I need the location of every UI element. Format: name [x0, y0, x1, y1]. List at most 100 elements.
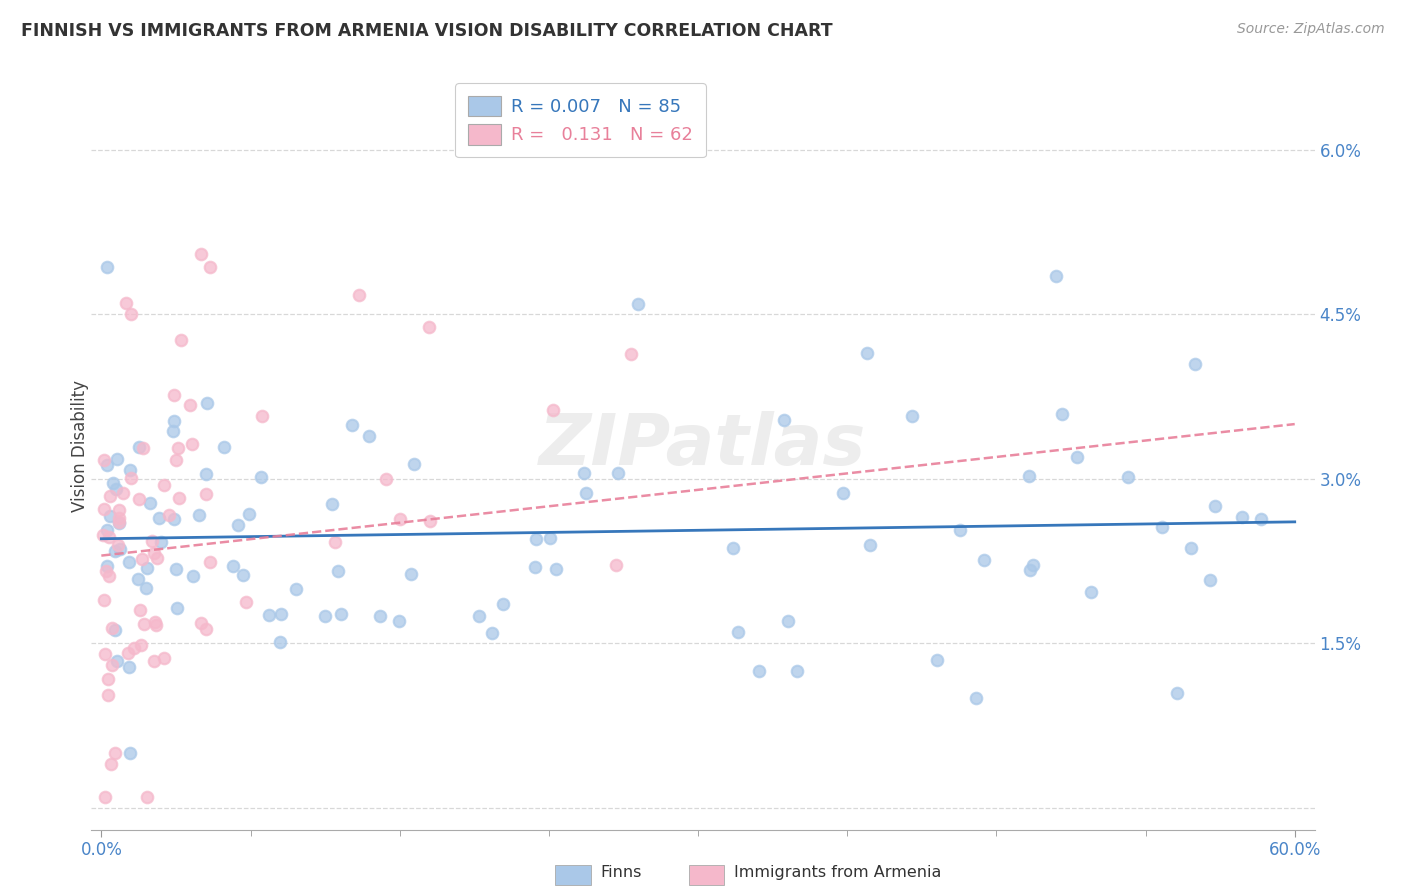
Point — [401, 567, 423, 582]
Point — [973, 553, 995, 567]
Point — [132, 441, 155, 455]
Point — [107, 503, 129, 517]
Point — [194, 487, 217, 501]
Point — [329, 607, 352, 622]
Point — [143, 615, 166, 630]
Point — [238, 508, 260, 522]
Point — [112, 486, 135, 500]
Point — [326, 564, 349, 578]
Point — [120, 746, 142, 760]
Point — [141, 533, 163, 548]
Point — [188, 508, 211, 523]
Point — [149, 535, 172, 549]
Point — [1018, 469, 1040, 483]
Point — [179, 398, 201, 412]
Point — [139, 495, 162, 509]
Point — [1116, 469, 1139, 483]
Point — [98, 530, 121, 544]
Y-axis label: Vision Disability: Vision Disability — [72, 380, 89, 512]
Point — [128, 440, 150, 454]
Point — [340, 417, 363, 432]
Point — [467, 608, 489, 623]
Point — [543, 403, 565, 417]
Point — [1052, 407, 1074, 421]
Text: ZIPatlas: ZIPatlas — [540, 411, 866, 481]
Point — [131, 552, 153, 566]
Point — [135, 581, 157, 595]
Point — [418, 319, 440, 334]
Point — [129, 639, 152, 653]
Point — [165, 562, 187, 576]
Point — [232, 568, 254, 582]
Point — [98, 509, 121, 524]
Point — [776, 615, 799, 629]
Point — [104, 746, 127, 760]
Point — [388, 615, 411, 629]
Point — [93, 453, 115, 467]
Point — [1019, 563, 1042, 577]
Point — [117, 646, 139, 660]
Point — [1198, 574, 1220, 588]
Point — [194, 622, 217, 636]
Point — [359, 428, 381, 442]
Point — [94, 789, 117, 804]
Point — [93, 502, 115, 516]
Point — [153, 478, 176, 492]
Point — [180, 436, 202, 450]
Point — [105, 482, 128, 496]
Point — [270, 607, 292, 621]
Point — [107, 451, 129, 466]
Point — [96, 458, 118, 472]
Point — [118, 555, 141, 569]
Point — [786, 664, 808, 678]
Point — [1150, 520, 1173, 534]
Legend: R = 0.007   N = 85, R =   0.131   N = 62: R = 0.007 N = 85, R = 0.131 N = 62 — [456, 83, 706, 157]
Point — [107, 511, 129, 525]
Point — [347, 288, 370, 302]
Point — [94, 565, 117, 579]
Point — [163, 512, 186, 526]
Point — [481, 625, 503, 640]
Point — [163, 413, 186, 427]
Point — [250, 469, 273, 483]
Point — [269, 635, 291, 649]
Point — [165, 453, 187, 467]
Point — [97, 672, 120, 686]
Point — [1230, 510, 1253, 524]
Point — [98, 489, 121, 503]
Point — [607, 466, 630, 480]
Point — [257, 607, 280, 622]
Point — [167, 441, 190, 455]
Point — [167, 491, 190, 505]
Point — [491, 597, 513, 611]
Point — [1180, 541, 1202, 555]
Point — [195, 395, 218, 409]
Point — [314, 609, 336, 624]
Point — [321, 497, 343, 511]
Point — [166, 601, 188, 615]
Point — [146, 550, 169, 565]
Point — [132, 617, 155, 632]
Point — [101, 658, 124, 673]
Point — [108, 515, 131, 529]
Text: Source: ZipAtlas.com: Source: ZipAtlas.com — [1237, 22, 1385, 37]
Point — [546, 562, 568, 576]
Point — [115, 296, 138, 310]
Point — [1204, 500, 1226, 514]
Point — [96, 260, 118, 275]
Point — [859, 538, 882, 552]
Text: Immigrants from Armenia: Immigrants from Armenia — [734, 865, 941, 880]
Point — [404, 457, 426, 471]
Point — [523, 559, 546, 574]
Point — [524, 532, 547, 546]
Point — [949, 523, 972, 537]
Point — [226, 517, 249, 532]
Point — [1080, 585, 1102, 599]
Point — [832, 486, 855, 500]
Point — [772, 412, 794, 426]
Point — [181, 568, 204, 582]
Point — [94, 647, 117, 661]
Point — [925, 653, 948, 667]
Point — [252, 409, 274, 423]
Point — [538, 531, 561, 545]
